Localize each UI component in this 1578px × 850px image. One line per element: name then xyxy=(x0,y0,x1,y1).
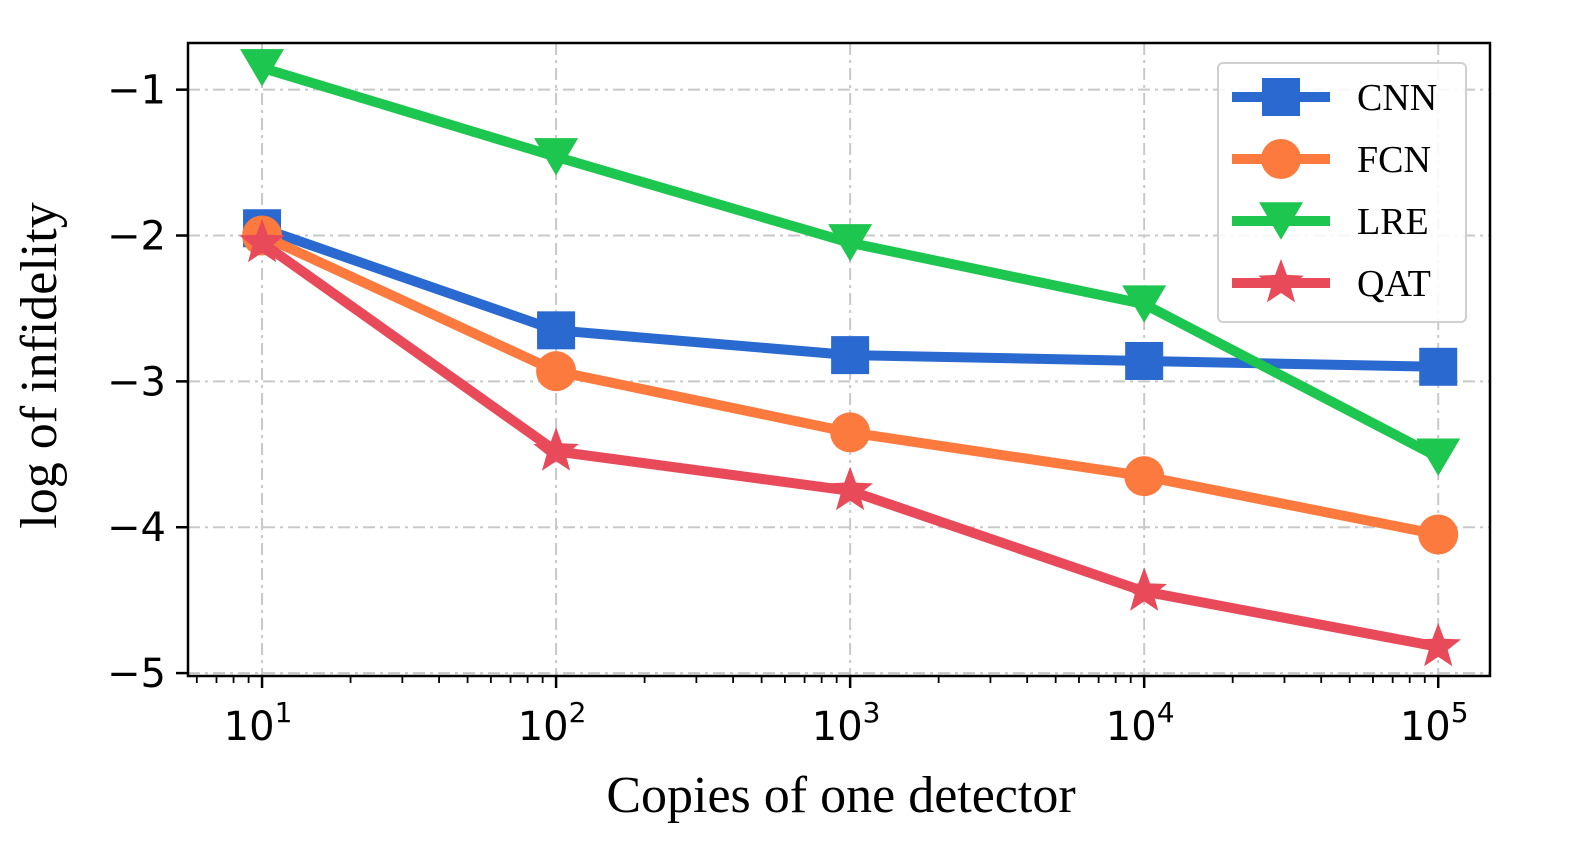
y-tick-label: −5 xyxy=(107,651,166,697)
x-tick-label: 105 xyxy=(1400,696,1469,750)
y-tick-label: −4 xyxy=(107,505,166,551)
y-tick-label: −3 xyxy=(107,359,166,405)
series-lre xyxy=(240,49,1461,476)
data-point-qat xyxy=(1121,567,1167,611)
x-tick-exponent: 4 xyxy=(1157,696,1175,729)
y-tick-label: −1 xyxy=(107,68,166,114)
legend: CNN FCN LRE QAT xyxy=(1217,62,1467,323)
series-fcn xyxy=(242,215,1459,555)
legend-marker-lre xyxy=(1259,202,1303,240)
data-point-fcn xyxy=(1418,514,1459,555)
data-point-cnn xyxy=(1125,341,1164,380)
data-point-lre xyxy=(1122,285,1167,323)
legend-label-cnn: CNN xyxy=(1357,77,1437,119)
legend-marker-fcn xyxy=(1261,139,1301,179)
x-tick-base: 10 xyxy=(518,704,569,750)
data-point-cnn xyxy=(1419,347,1458,386)
data-point-qat xyxy=(239,218,285,263)
x-tick-base: 10 xyxy=(1106,704,1157,750)
legend-label-qat: QAT xyxy=(1357,263,1431,305)
x-tick-exponent: 5 xyxy=(1451,696,1469,729)
x-tick-exponent: 3 xyxy=(863,696,881,729)
legend-marker-qat xyxy=(1258,259,1304,303)
data-point-cnn xyxy=(537,311,576,350)
data-point-lre xyxy=(534,138,579,176)
data-point-lre xyxy=(828,224,873,262)
x-tick-base: 10 xyxy=(812,704,863,750)
x-tick-label: 101 xyxy=(224,696,293,750)
data-point-qat xyxy=(533,427,579,471)
x-axis-title: Copies of one detector xyxy=(606,767,1075,824)
data-point-fcn xyxy=(830,412,871,453)
series-lines xyxy=(239,49,1462,667)
data-point-fcn xyxy=(1124,456,1165,497)
legend-label-lre: LRE xyxy=(1357,201,1429,243)
x-tick-base: 10 xyxy=(224,704,275,750)
data-point-fcn xyxy=(536,351,577,392)
data-point-lre xyxy=(1416,438,1461,476)
data-point-lre xyxy=(240,49,285,87)
x-tick-label: 103 xyxy=(812,696,881,750)
x-tick-exponent: 2 xyxy=(569,696,587,729)
legend-box xyxy=(1217,62,1467,323)
axis-ticks: 101 102 103 104 105−1−2−3−4−5 xyxy=(107,68,1469,750)
x-tick-base: 10 xyxy=(1400,704,1451,750)
x-tick-exponent: 1 xyxy=(275,696,293,729)
data-point-cnn xyxy=(831,336,870,375)
data-point-qat xyxy=(1415,622,1462,667)
y-axis-title: log of infidelity xyxy=(11,202,68,528)
legend-label-fcn: FCN xyxy=(1357,139,1431,181)
x-tick-label: 102 xyxy=(518,696,587,750)
data-point-qat xyxy=(827,466,873,511)
x-tick-label: 104 xyxy=(1106,696,1175,750)
series-qat xyxy=(239,218,1462,667)
y-tick-label: −2 xyxy=(107,214,166,260)
plot-frame xyxy=(186,41,1492,678)
legend-marker-cnn xyxy=(1262,78,1300,116)
